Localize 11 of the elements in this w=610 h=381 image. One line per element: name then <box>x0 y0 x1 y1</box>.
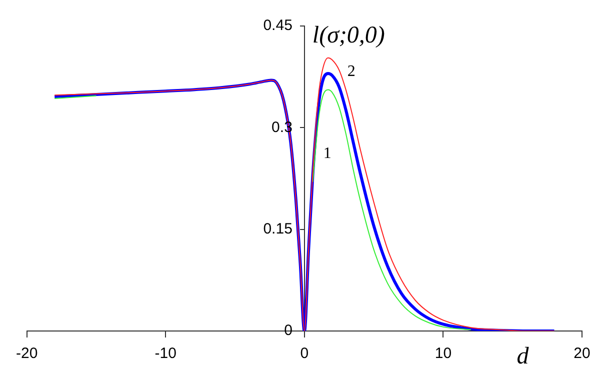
annotation: 1 <box>323 145 332 162</box>
x-tick-label: -10 <box>154 345 176 362</box>
x-axis-title: d <box>516 343 530 370</box>
x-tick-label: 20 <box>574 345 590 362</box>
y-axis-title: l(σ;0,0) <box>312 22 385 48</box>
y-tick-label: 0.15 <box>263 220 292 238</box>
y-tick-label: 0.45 <box>263 17 292 34</box>
x-tick-label: 0 <box>300 345 309 362</box>
x-tick-label: 10 <box>434 345 452 362</box>
x-tick-label: -20 <box>16 345 38 362</box>
annotation: 2 <box>347 63 356 80</box>
